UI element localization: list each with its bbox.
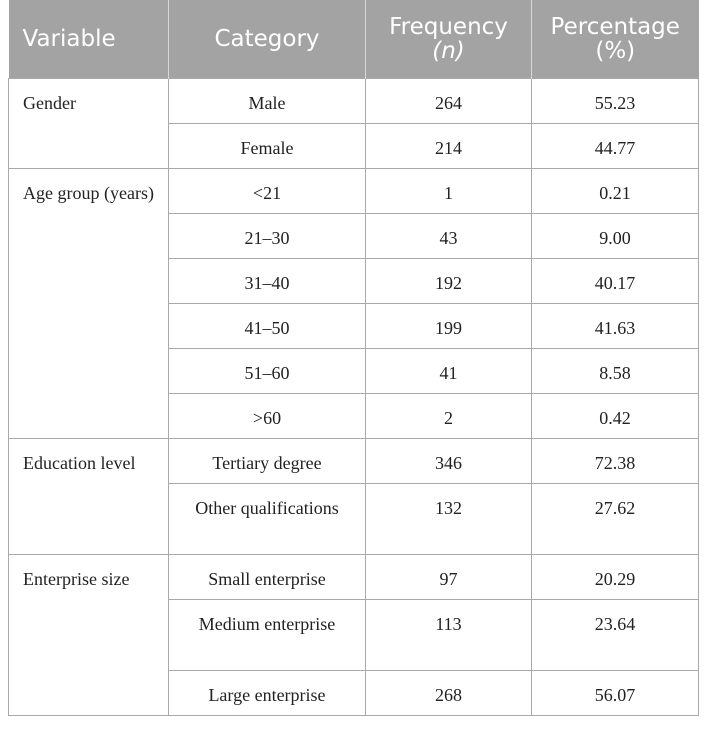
- table-row: Female 214 44.77: [9, 123, 699, 169]
- frequency-cell: 43: [365, 213, 532, 259]
- percentage-cell: 20.29: [531, 554, 699, 600]
- header-variable: Variable: [8, 0, 169, 79]
- percentage-cell: 27.62: [531, 483, 699, 555]
- table-row: >60 2 0.42: [9, 393, 699, 439]
- header-frequency: Frequency (n): [365, 0, 532, 79]
- frequency-cell: 132: [365, 483, 532, 555]
- category-cell: Male: [168, 78, 366, 124]
- variable-cell: Education level: [8, 438, 169, 555]
- category-cell: Large enterprise: [168, 670, 366, 716]
- table-row: Age group (years) <21 1 0.21: [8, 168, 699, 439]
- demographics-table: Variable Category Frequency (n) Percenta…: [8, 0, 699, 716]
- table-header: Variable Category Frequency (n) Percenta…: [8, 0, 699, 79]
- category-cell: Small enterprise: [168, 554, 366, 600]
- header-frequency-unit: (n): [432, 38, 465, 64]
- table-body: Gender Male 264 55.23 Female 214 44.77 A…: [8, 78, 699, 716]
- header-row: Variable Category Frequency (n) Percenta…: [8, 0, 699, 79]
- percentage-cell: 41.63: [531, 303, 699, 349]
- table-row: 41–50 199 41.63: [9, 303, 699, 349]
- variable-cell: Gender: [8, 78, 169, 169]
- frequency-cell: 199: [365, 303, 532, 349]
- percentage-cell: 0.21: [531, 168, 699, 214]
- category-cell: 31–40: [168, 258, 366, 304]
- percentage-cell: 44.77: [531, 123, 699, 169]
- percentage-cell: 8.58: [531, 348, 699, 394]
- table-row: Enterprise size Small enterprise 97 20.2…: [8, 554, 699, 716]
- table-row: Gender Male 264 55.23: [8, 78, 699, 169]
- percentage-cell: 9.00: [531, 213, 699, 259]
- header-category: Category: [168, 0, 366, 79]
- percentage-cell: 23.64: [531, 599, 699, 671]
- frequency-cell: 1: [365, 168, 532, 214]
- table-row: 21–30 43 9.00: [9, 213, 699, 259]
- frequency-cell: 214: [365, 123, 532, 169]
- frequency-cell: 264: [365, 78, 532, 124]
- category-cell: <21: [168, 168, 366, 214]
- category-cell: Medium enterprise: [168, 599, 366, 671]
- category-cell: Female: [168, 123, 366, 169]
- category-cell: 51–60: [168, 348, 366, 394]
- header-percentage: Percentage (%): [531, 0, 699, 79]
- table-row: Medium enterprise 113 23.64: [9, 599, 699, 671]
- percentage-cell: 55.23: [531, 78, 699, 124]
- variable-cell: Enterprise size: [8, 554, 169, 716]
- table-row: Large enterprise 268 56.07: [9, 670, 699, 716]
- table-row: 31–40 192 40.17: [9, 258, 699, 304]
- frequency-cell: 113: [365, 599, 532, 671]
- percentage-cell: 0.42: [531, 393, 699, 439]
- header-percentage-label: Percentage: [550, 14, 680, 40]
- table-row: Education level Tertiary degree 346 72.3…: [8, 438, 699, 555]
- variable-cell: Age group (years): [8, 168, 169, 439]
- category-cell: >60: [168, 393, 366, 439]
- frequency-cell: 41: [365, 348, 532, 394]
- category-cell: Tertiary degree: [168, 438, 366, 484]
- frequency-cell: 346: [365, 438, 532, 484]
- header-percentage-unit: (%): [595, 38, 636, 64]
- percentage-cell: 72.38: [531, 438, 699, 484]
- frequency-cell: 97: [365, 554, 532, 600]
- category-cell: Other qualifications: [168, 483, 366, 555]
- frequency-cell: 2: [365, 393, 532, 439]
- category-cell: 41–50: [168, 303, 366, 349]
- percentage-cell: 56.07: [531, 670, 699, 716]
- frequency-cell: 192: [365, 258, 532, 304]
- percentage-cell: 40.17: [531, 258, 699, 304]
- category-cell: 21–30: [168, 213, 366, 259]
- frequency-cell: 268: [365, 670, 532, 716]
- table-row: 51–60 41 8.58: [9, 348, 699, 394]
- header-frequency-label: Frequency: [389, 14, 508, 40]
